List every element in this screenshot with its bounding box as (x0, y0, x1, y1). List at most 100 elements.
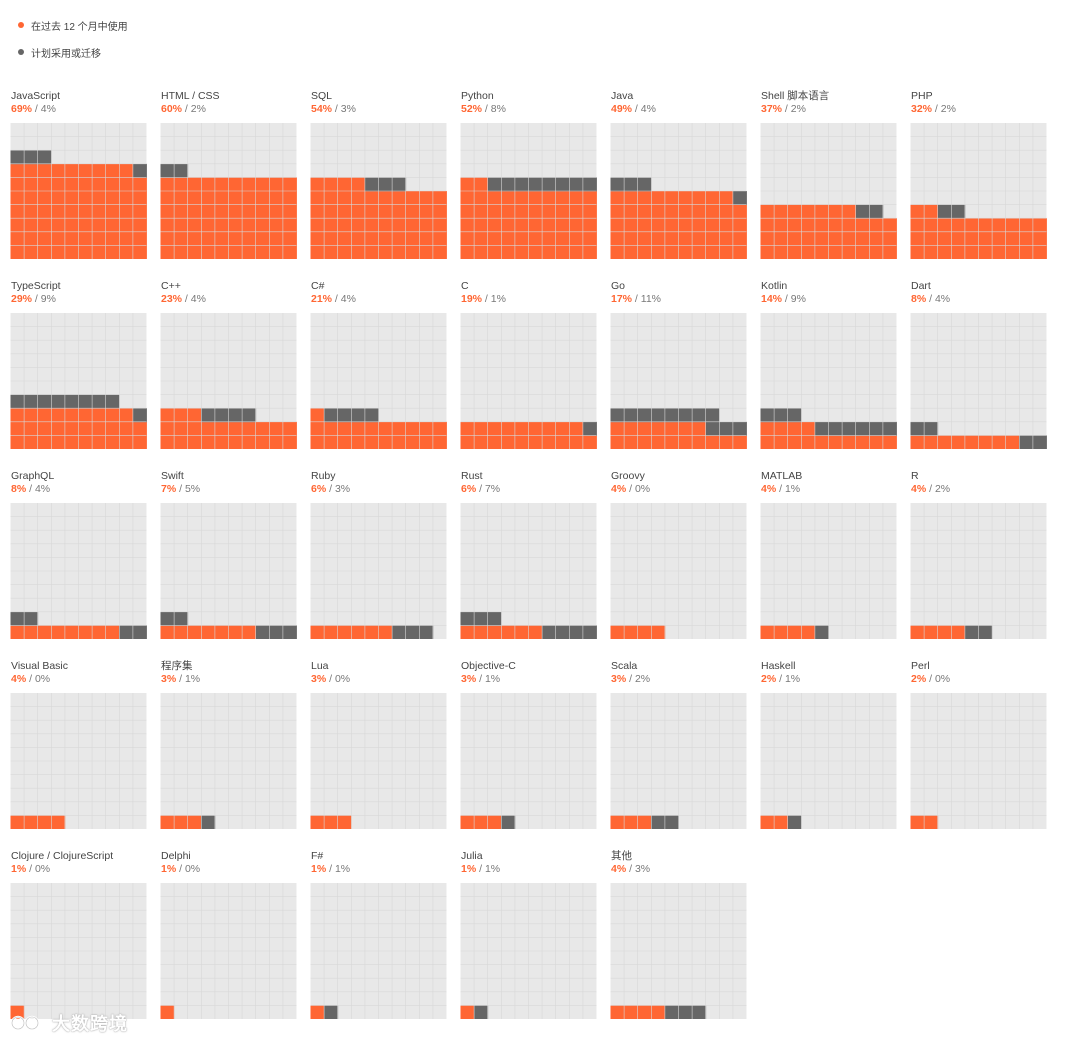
used-square (774, 815, 789, 829)
used-square (405, 231, 420, 246)
used-square (310, 218, 325, 233)
planned-percent-label: 4% (190, 293, 206, 305)
language-cell: Go 17% / 11% (610, 280, 747, 458)
used-square (405, 421, 420, 436)
used-square (10, 231, 25, 246)
used-square (664, 218, 679, 233)
used-square (378, 245, 393, 259)
used-square (51, 421, 66, 436)
used-percent-label: 49% (611, 103, 633, 115)
used-square (37, 163, 52, 178)
used-square (719, 218, 734, 233)
used-square (542, 421, 557, 436)
planned-square (910, 421, 925, 436)
used-square (337, 625, 352, 639)
used-square (174, 191, 189, 205)
used-square (555, 204, 570, 219)
used-square (324, 231, 339, 246)
planned-square (474, 611, 489, 626)
used-square (174, 218, 189, 233)
used-square (24, 625, 39, 639)
planned-square (514, 177, 529, 192)
language-cell: 程序集 3% / 1% (160, 660, 297, 838)
used-percent-label: 4% (911, 483, 927, 495)
used-square (787, 204, 802, 219)
planned-percent-label: 4% (340, 293, 356, 305)
used-square (855, 218, 870, 233)
used-square (242, 421, 257, 436)
used-square (528, 191, 543, 205)
waffle-grid (460, 693, 597, 829)
used-square (228, 625, 243, 639)
used-square (924, 231, 939, 246)
used-square (119, 245, 134, 259)
planned-square (105, 394, 120, 409)
used-percent-label: 4% (611, 483, 627, 495)
planned-square (324, 408, 339, 423)
used-square (51, 218, 66, 233)
value-separator: / (176, 863, 185, 875)
used-square (337, 218, 352, 233)
used-square (964, 435, 979, 449)
planned-percent-label: 4% (40, 103, 56, 115)
used-square (1019, 245, 1034, 259)
language-cell: Shell 脚本语言 37% / 2% (760, 90, 897, 268)
planned-square (24, 611, 39, 626)
used-square (637, 1005, 652, 1019)
used-square (105, 245, 120, 259)
used-square (255, 177, 270, 192)
used-square (10, 421, 25, 436)
used-square (719, 435, 734, 449)
used-square (487, 231, 502, 246)
planned-square (132, 408, 147, 423)
watermark-text: 大数跨境 (52, 1014, 128, 1034)
used-square (160, 625, 175, 639)
waffle-grid (910, 123, 1047, 259)
used-square (801, 204, 816, 219)
waffle-grid (760, 123, 897, 259)
used-square (651, 218, 666, 233)
value-separator: / (632, 103, 641, 115)
language-cell: C 19% / 1% (460, 280, 597, 458)
language-name: Lua (311, 660, 329, 672)
used-square (201, 421, 216, 436)
language-values: 8% / 4% (11, 483, 50, 496)
used-square (692, 421, 707, 436)
planned-square (555, 177, 570, 192)
planned-percent-label: 4% (934, 293, 951, 305)
planned-square (201, 408, 216, 423)
used-square (964, 231, 979, 246)
value-separator: / (182, 293, 191, 305)
used-square (692, 231, 707, 246)
language-cell: R 4% / 2% (910, 470, 1047, 648)
used-square (732, 218, 747, 233)
planned-square (964, 625, 979, 639)
value-separator: / (782, 293, 791, 305)
used-square (282, 245, 297, 259)
used-square (501, 245, 516, 259)
used-square (964, 245, 979, 259)
used-square (924, 218, 939, 233)
used-square (324, 421, 339, 436)
used-square (119, 435, 134, 449)
value-separator: / (176, 483, 185, 495)
value-separator: / (326, 483, 335, 495)
used-square (187, 245, 202, 259)
used-square (337, 177, 352, 192)
used-square (324, 245, 339, 259)
used-square (64, 231, 79, 246)
used-square (119, 231, 134, 246)
used-percent-label: 21% (311, 293, 333, 305)
planned-square (119, 625, 134, 639)
planned-percent-label: 0% (184, 863, 201, 875)
language-name: Ruby (311, 470, 336, 482)
waffle-grid (160, 123, 297, 259)
used-square (119, 177, 134, 192)
value-separator: / (926, 483, 935, 495)
used-square (310, 1005, 325, 1019)
language-values: 4% / 0% (11, 673, 50, 686)
used-square (542, 204, 557, 219)
used-percent-label: 60% (161, 103, 183, 115)
used-percent-label: 3% (461, 673, 477, 685)
used-square (378, 421, 393, 436)
